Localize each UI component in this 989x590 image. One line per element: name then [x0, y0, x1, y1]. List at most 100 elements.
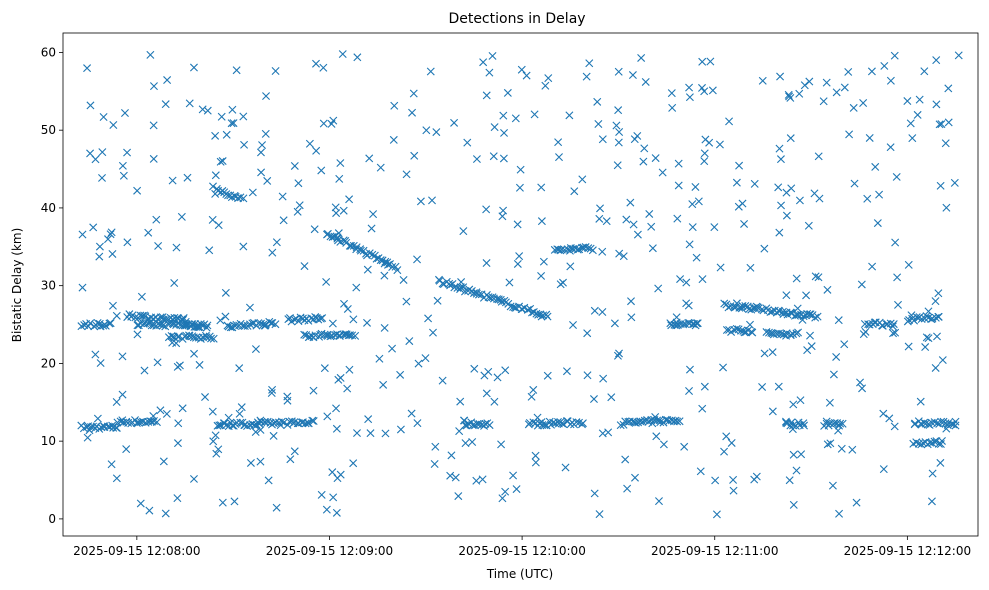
data-point	[784, 90, 793, 99]
data-point	[348, 331, 357, 340]
data-point	[924, 307, 933, 316]
data-point	[251, 428, 260, 437]
data-point	[202, 323, 211, 332]
data-point	[459, 227, 468, 236]
data-point	[537, 217, 546, 226]
data-point	[482, 91, 491, 100]
data-point	[675, 417, 684, 426]
data-point	[488, 51, 497, 60]
plot-frame	[62, 32, 979, 537]
data-point	[334, 229, 343, 238]
data-point	[515, 183, 524, 192]
data-point	[676, 275, 685, 284]
data-point	[433, 296, 442, 305]
data-point	[118, 161, 127, 170]
data-point	[93, 414, 102, 423]
data-point	[752, 302, 761, 311]
data-point	[153, 358, 162, 367]
data-point	[293, 207, 302, 216]
data-point	[375, 354, 384, 363]
data-point	[553, 417, 562, 426]
data-point	[140, 366, 149, 375]
data-point	[236, 418, 245, 427]
data-point	[349, 459, 358, 468]
data-point	[893, 273, 902, 282]
data-point	[727, 438, 736, 447]
data-point	[240, 140, 249, 149]
data-point	[99, 113, 108, 122]
data-point	[693, 319, 702, 328]
data-point	[482, 259, 491, 268]
data-point	[593, 97, 602, 106]
data-point	[120, 109, 129, 118]
data-point	[161, 100, 170, 109]
data-point	[540, 421, 549, 430]
data-point	[248, 319, 257, 328]
data-point	[762, 328, 771, 337]
data-point	[509, 471, 518, 480]
data-point	[402, 170, 411, 179]
data-point	[904, 260, 913, 269]
data-point	[607, 393, 616, 402]
data-point	[633, 230, 642, 239]
data-point	[107, 228, 116, 237]
data-point	[271, 320, 280, 329]
data-point	[867, 67, 876, 76]
data-point	[451, 473, 460, 482]
data-point	[936, 458, 945, 467]
data-point	[932, 56, 941, 65]
data-point	[349, 315, 358, 324]
data-point	[640, 144, 649, 153]
data-point	[254, 319, 263, 328]
data-point	[782, 211, 791, 220]
data-point	[814, 152, 823, 161]
data-point	[951, 421, 960, 430]
data-point	[685, 93, 694, 102]
data-point	[569, 321, 577, 329]
data-point	[849, 103, 858, 112]
data-point	[931, 297, 940, 306]
data-point	[399, 275, 408, 284]
data-point	[268, 385, 277, 394]
data-point	[105, 319, 114, 328]
data-point	[338, 50, 347, 59]
data-point	[698, 57, 707, 66]
data-point	[513, 220, 522, 229]
data-point	[590, 306, 599, 315]
data-point	[795, 196, 804, 205]
data-point	[456, 397, 465, 406]
data-point	[886, 76, 895, 85]
data-point	[317, 490, 326, 499]
data-point	[149, 121, 158, 130]
data-point	[673, 417, 682, 426]
data-point	[786, 330, 795, 339]
data-point	[776, 155, 785, 164]
data-point	[797, 450, 806, 459]
data-point	[516, 165, 525, 174]
data-point	[647, 222, 656, 231]
data-point	[824, 421, 833, 430]
data-point	[123, 238, 132, 247]
data-point	[861, 327, 870, 336]
data-point	[185, 332, 194, 340]
data-point	[335, 174, 344, 183]
data-point	[363, 265, 372, 274]
data-point	[951, 417, 960, 426]
data-point	[78, 230, 87, 239]
data-point	[954, 51, 963, 60]
data-point	[268, 248, 277, 257]
data-point	[245, 303, 254, 312]
data-point	[189, 474, 198, 483]
data-point	[310, 225, 319, 234]
data-point	[389, 135, 398, 144]
data-point	[468, 421, 477, 430]
data-point	[294, 179, 303, 188]
data-point	[455, 427, 464, 436]
data-point	[380, 271, 389, 280]
data-point	[345, 195, 354, 204]
data-point	[119, 171, 128, 180]
data-point	[390, 101, 399, 110]
data-point	[555, 153, 563, 162]
data-point	[531, 458, 540, 467]
data-point	[615, 349, 623, 358]
